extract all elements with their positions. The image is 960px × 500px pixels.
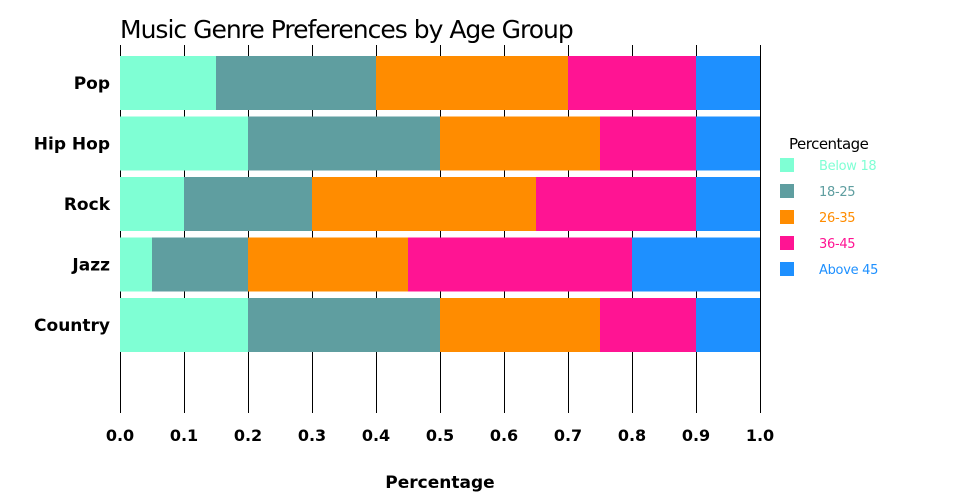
category-label: Rock [64,195,111,215]
bar-segment [120,237,152,292]
x-tick-label: 0.8 [618,426,646,445]
bar-segment [120,116,248,171]
x-tick-label: 0.7 [554,426,582,445]
bar-segment [312,177,536,231]
bar-segment [216,56,376,110]
bar-segment [600,116,696,171]
legend-swatch [780,158,794,172]
legend: Percentage Below 18 18-25 26-35 36-45 Above … [780,135,878,278]
bar-segment [696,56,760,110]
bar-segment [536,177,696,231]
category-label: Hip Hop [34,135,110,155]
bar-segment [376,56,568,110]
legend-label: 36-45 [819,237,855,252]
legend-label: Above 45 [819,263,878,278]
bar-segment [248,237,408,292]
bar-segment [408,237,632,292]
x-tick-label: 0.9 [682,426,710,445]
legend-swatch [780,184,794,198]
bar-segment [632,237,760,292]
legend-label: Below 18 [819,159,876,174]
bar-segment [120,56,216,110]
category-label: Pop [74,74,110,94]
x-tick-label: 0.6 [490,426,518,445]
bar-segment [696,116,760,171]
legend-swatch [780,210,794,224]
bar-segment [568,56,696,110]
bar-segment [152,237,248,292]
bar-segment [696,298,760,352]
bars [120,56,760,352]
x-tick-label: 1.0 [746,426,774,445]
bar-segment [440,298,600,352]
legend-swatch [780,262,794,276]
x-tick-labels: 0.0 0.1 0.2 0.3 0.4 0.5 0.6 0.7 0.8 0.9 1.0 [106,426,774,445]
bar-segment [184,177,312,231]
legend-label: 18-25 [819,185,855,200]
chart-title: Music Genre Preferences by Age Group [120,15,573,44]
bar-segment [600,298,696,352]
bar-segment [248,298,440,352]
bar-segment [696,177,760,231]
legend-title: Percentage [789,135,869,153]
legend-label: 26-35 [819,211,855,226]
category-label: Country [34,316,110,336]
bar-segment [120,298,248,352]
x-tick-label: 0.1 [170,426,198,445]
x-tick-label: 0.5 [426,426,454,445]
x-tick-label: 0.4 [362,426,390,445]
x-axis-title: Percentage [385,473,494,493]
x-tick-label: 0.0 [106,426,134,445]
x-tick-label: 0.3 [298,426,326,445]
bar-segment [248,116,440,171]
category-labels: Pop Hip Hop Rock Jazz Country [34,74,111,336]
legend-swatch [780,236,794,250]
category-label: Jazz [71,256,110,276]
bar-segment [440,116,600,171]
x-tick-label: 0.2 [234,426,262,445]
bar-segment [120,177,184,231]
